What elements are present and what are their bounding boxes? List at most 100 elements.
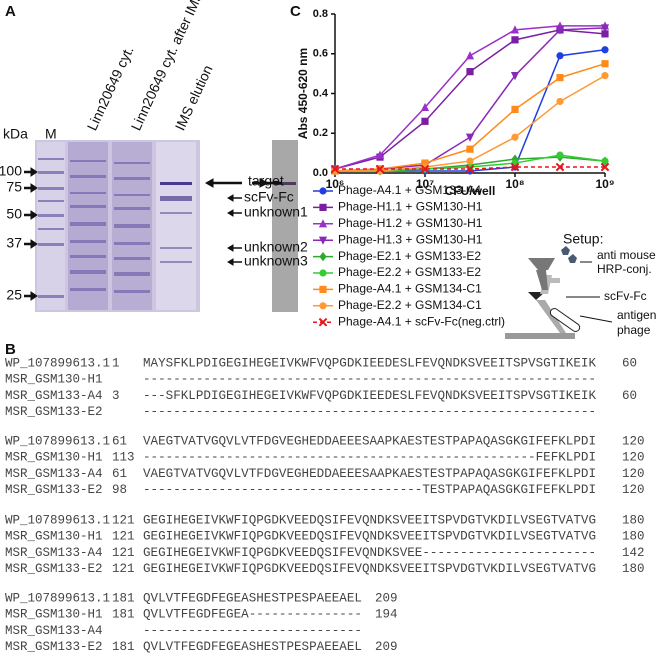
sequence: ----------------------------- bbox=[143, 624, 362, 638]
band-label: unknown2 bbox=[244, 239, 308, 255]
lane-label: Linn20649 cyt. bbox=[84, 44, 137, 133]
sequence: -------------------------------------TES… bbox=[143, 483, 596, 497]
sequence: QVLVTFEGDFEGEA--------------- bbox=[143, 608, 362, 622]
sequence-end: 120 bbox=[622, 467, 645, 481]
data-point bbox=[555, 162, 565, 172]
sequence-start: 121 bbox=[112, 530, 135, 544]
x-tick-label: 10⁷ bbox=[416, 177, 434, 191]
legend-marker bbox=[319, 187, 327, 195]
sequence-end: 120 bbox=[622, 434, 645, 448]
sequence-start: 61 bbox=[112, 434, 127, 448]
data-point bbox=[510, 72, 520, 81]
data-point bbox=[375, 164, 385, 174]
data-point bbox=[421, 159, 429, 167]
legend-label: Phage-H1.3 + GSM130-H1 bbox=[338, 232, 483, 246]
y-tick-label: 0.0 bbox=[313, 167, 328, 179]
data-point bbox=[421, 117, 429, 125]
data-point bbox=[375, 150, 385, 159]
legend-label: Phage-E2.2 + GSM133-E2 bbox=[338, 265, 481, 279]
sequence-end: 120 bbox=[622, 483, 645, 497]
sequence-name: WP_107899613.1 bbox=[5, 591, 110, 605]
sequence-name: MSR_GSM130-H1 bbox=[5, 608, 103, 622]
legend-label: Phage-H1.2 + GSM130-H1 bbox=[338, 216, 483, 230]
sequence: ----------------------------------------… bbox=[143, 405, 596, 419]
sequence-name: MSR_GSM133-E2 bbox=[5, 562, 103, 576]
x-axis-label: CFU/well bbox=[445, 184, 496, 198]
legend-label: Phage-A4.1 + GSM134-C1 bbox=[338, 282, 482, 296]
sequence-name: MSR_GSM133-A4 bbox=[5, 389, 103, 403]
sequence: MAYSFKLPDIGEGIHEGEIVKWFVQPGDKIEEDESLFEVQ… bbox=[143, 356, 596, 370]
data-point bbox=[420, 164, 430, 174]
sequence-end: 60 bbox=[622, 389, 637, 403]
sequence: ---SFKLPDIGEGIHEGEIVKWFVQPGDKIEEDESLFEVQ… bbox=[143, 389, 596, 403]
sequence: VAEGTVATVGQVLVTFDGVEGHEDDAEEESAAPKAESTES… bbox=[143, 467, 596, 481]
legend-label: Phage-A4.1 + GSM133-A4 bbox=[338, 183, 481, 197]
sequence-start: 3 bbox=[112, 389, 120, 403]
data-point bbox=[555, 26, 565, 35]
sequence-name: WP_107899613.1 bbox=[5, 356, 110, 370]
kda-marker: 75 bbox=[6, 179, 22, 195]
data-point bbox=[510, 162, 520, 172]
setup-diagram bbox=[505, 246, 613, 339]
data-point bbox=[466, 157, 474, 165]
data-point bbox=[510, 25, 520, 34]
legend-label: Phage-A4.1 + scFv-Fc(neg.ctrl) bbox=[338, 314, 505, 328]
sequence: ----------------------------------------… bbox=[143, 451, 596, 465]
legend-marker bbox=[319, 203, 327, 211]
data-point bbox=[556, 97, 564, 106]
data-point bbox=[601, 157, 609, 165]
sequence-name: MSR_GSM133-A4 bbox=[5, 467, 103, 481]
sequence-name: MSR_GSM130-H1 bbox=[5, 451, 103, 465]
setup-label: phage bbox=[617, 323, 651, 337]
sequence-start: 181 bbox=[112, 640, 135, 654]
data-point bbox=[511, 105, 519, 113]
sequence-name: MSR_GSM133-E2 bbox=[5, 640, 103, 654]
sequence-name: MSR_GSM130-H1 bbox=[5, 530, 103, 544]
sequence-name: MSR_GSM133-E2 bbox=[5, 483, 103, 497]
sequence-start: 121 bbox=[112, 546, 135, 560]
sequence-start: 113 bbox=[112, 451, 135, 465]
setup-label: antigen bbox=[617, 308, 656, 322]
sequence-start: 181 bbox=[112, 591, 135, 605]
y-tick-label: 0.8 bbox=[313, 8, 328, 20]
gel-image bbox=[35, 140, 298, 312]
sequence-name: MSR_GSM133-E2 bbox=[5, 405, 103, 419]
panel-label: A bbox=[5, 3, 16, 20]
sequence-start: 121 bbox=[112, 562, 135, 576]
series-line bbox=[335, 49, 606, 172]
legend-label: Phage-E2.1 + GSM133-E2 bbox=[338, 249, 481, 263]
setup-title: Setup: bbox=[563, 231, 603, 247]
setup-label: scFv-Fc bbox=[604, 289, 647, 303]
panel-label: B bbox=[5, 341, 16, 358]
data-point bbox=[556, 74, 564, 82]
data-point bbox=[511, 36, 519, 44]
sequence-start: 98 bbox=[112, 483, 127, 497]
data-point bbox=[600, 24, 610, 33]
series-line bbox=[334, 62, 606, 172]
y-tick-label: 0.2 bbox=[313, 127, 328, 139]
data-point bbox=[601, 30, 609, 38]
legend-label: Phage-E2.2 + GSM134-C1 bbox=[338, 298, 482, 312]
x-tick-label: 10⁹ bbox=[595, 177, 614, 191]
data-point bbox=[330, 164, 340, 174]
kda-marker: 50 bbox=[6, 206, 22, 222]
sequence-start: 121 bbox=[112, 513, 135, 527]
sequence: ----------------------------------------… bbox=[143, 373, 596, 387]
sequence-end: 180 bbox=[622, 562, 645, 576]
x-tick-label: 10⁸ bbox=[505, 177, 524, 191]
sequence-end: 209 bbox=[375, 640, 398, 654]
legend-label: Phage-H1.1 + GSM130-H1 bbox=[338, 200, 483, 214]
setup-label: anti mouse bbox=[597, 248, 656, 262]
legend-marker bbox=[318, 317, 328, 327]
legend-marker bbox=[318, 236, 328, 245]
sequence: QVLVTFEGDFEGEASHESTPESPAEEAEL bbox=[143, 640, 362, 654]
sequence-start: 61 bbox=[112, 467, 127, 481]
sequence: GEGIHEGEIVKWFIQPGDKVEEDQSIFEVQNDKSVEE---… bbox=[143, 546, 596, 560]
data-point bbox=[600, 162, 610, 172]
sequence: GEGIHEGEIVKWFIQPGDKVEEDQSIFEVQNDKSVEEITS… bbox=[143, 530, 596, 544]
data-point bbox=[556, 52, 564, 60]
legend-marker bbox=[318, 219, 328, 228]
sequence-name: MSR_GSM133-A4 bbox=[5, 624, 103, 638]
band-label: unknown1 bbox=[244, 204, 308, 220]
